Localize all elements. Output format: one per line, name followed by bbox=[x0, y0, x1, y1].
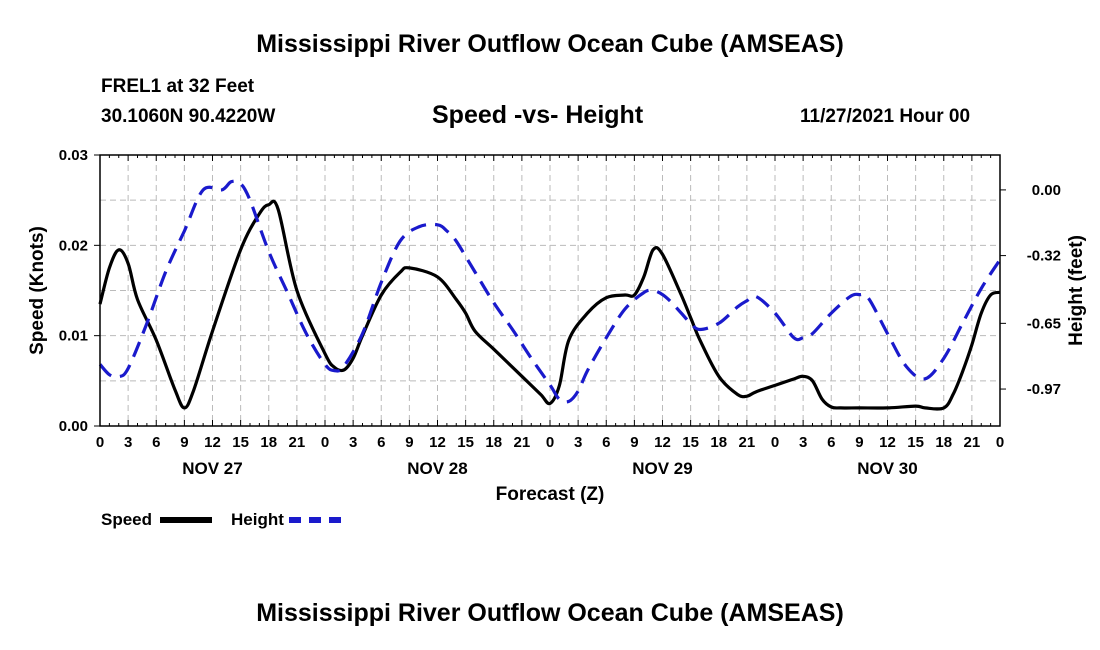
x-day-label: NOV 29 bbox=[632, 459, 692, 478]
x-tick-label: 18 bbox=[710, 434, 727, 451]
y2-tick-label: -0.97 bbox=[1027, 381, 1061, 398]
x-tick-label: 9 bbox=[405, 434, 413, 451]
repeated-main-title: Mississippi River Outflow Ocean Cube (AM… bbox=[256, 599, 844, 627]
y2-tick-label: -0.32 bbox=[1027, 248, 1061, 265]
series-height-line bbox=[98, 179, 1002, 404]
x-tick-label: 0 bbox=[96, 434, 104, 451]
x-tick-label: 12 bbox=[879, 434, 896, 451]
y2-tick-label: 0.00 bbox=[1032, 182, 1061, 199]
x-tick-label: 18 bbox=[485, 434, 502, 451]
station-coordinates: 30.1060N 90.4220W bbox=[101, 106, 276, 127]
x-tick-label: 15 bbox=[907, 434, 924, 451]
chart-subtitle: Speed -vs- Height bbox=[432, 101, 644, 129]
x-tick-label: 3 bbox=[799, 434, 807, 451]
legend-speed-swatch bbox=[160, 517, 212, 523]
series-layer bbox=[98, 179, 1002, 411]
x-tick-label: 12 bbox=[204, 434, 221, 451]
x-tick-label: 15 bbox=[682, 434, 699, 451]
legend-height-label: Height bbox=[231, 510, 284, 529]
x-tick-label: 18 bbox=[260, 434, 277, 451]
x-tick-label: 21 bbox=[964, 434, 981, 451]
x-tick-label: 0 bbox=[996, 434, 1004, 451]
x-tick-label: 0 bbox=[771, 434, 779, 451]
y-tick-label: 0.03 bbox=[59, 147, 88, 164]
x-tick-label: 9 bbox=[630, 434, 638, 451]
x-tick-label: 15 bbox=[457, 434, 474, 451]
legend-speed-label: Speed bbox=[101, 510, 153, 529]
x-tick-label: 12 bbox=[429, 434, 446, 451]
x-tick-label: 15 bbox=[232, 434, 249, 451]
y2-axis-title: Height (feet) bbox=[1066, 235, 1087, 346]
y-axis-title: Speed (Knots) bbox=[27, 226, 48, 355]
x-tick-label: 9 bbox=[180, 434, 188, 451]
x-axis-title: Forecast (Z) bbox=[496, 484, 605, 505]
x-tick-label: 21 bbox=[514, 434, 531, 451]
legend-height-swatch bbox=[289, 517, 341, 523]
y2-tick-label: -0.65 bbox=[1027, 315, 1061, 332]
x-tick-label: 0 bbox=[546, 434, 554, 451]
x-day-label: NOV 30 bbox=[857, 459, 917, 478]
y-tick-label: 0.01 bbox=[59, 328, 88, 345]
x-tick-label: 6 bbox=[602, 434, 610, 451]
x-tick-label: 6 bbox=[152, 434, 160, 451]
chart-main-title: Mississippi River Outflow Ocean Cube (AM… bbox=[256, 30, 844, 58]
y-tick-label: 0.02 bbox=[59, 237, 88, 254]
x-day-label: NOV 28 bbox=[407, 459, 467, 478]
x-tick-label: 6 bbox=[827, 434, 835, 451]
x-tick-label: 9 bbox=[855, 434, 863, 451]
x-tick-label: 21 bbox=[739, 434, 756, 451]
forecast-datetime: 11/27/2021 Hour 00 bbox=[800, 106, 971, 127]
grid bbox=[100, 155, 1000, 426]
x-tick-label: 21 bbox=[289, 434, 306, 451]
x-tick-label: 3 bbox=[574, 434, 582, 451]
x-tick-label: 18 bbox=[935, 434, 952, 451]
series-speed-line bbox=[98, 199, 1001, 411]
x-tick-label: 0 bbox=[321, 434, 329, 451]
axes: 0 3 6 9 12 15 18 21 0 3 6 9 12 15 18 21 0 3 6 9 12 15 18 21 0 3 6 9… bbox=[27, 147, 1087, 505]
x-tick-label: 3 bbox=[124, 434, 132, 451]
x-day-label: NOV 27 bbox=[182, 459, 242, 478]
x-tick-label: 6 bbox=[377, 434, 385, 451]
x-tick-label: 12 bbox=[654, 434, 671, 451]
x-tick-label: 3 bbox=[349, 434, 357, 451]
y-tick-label: 0.00 bbox=[59, 418, 88, 435]
station-label: FREL1 at 32 Feet bbox=[101, 76, 255, 97]
